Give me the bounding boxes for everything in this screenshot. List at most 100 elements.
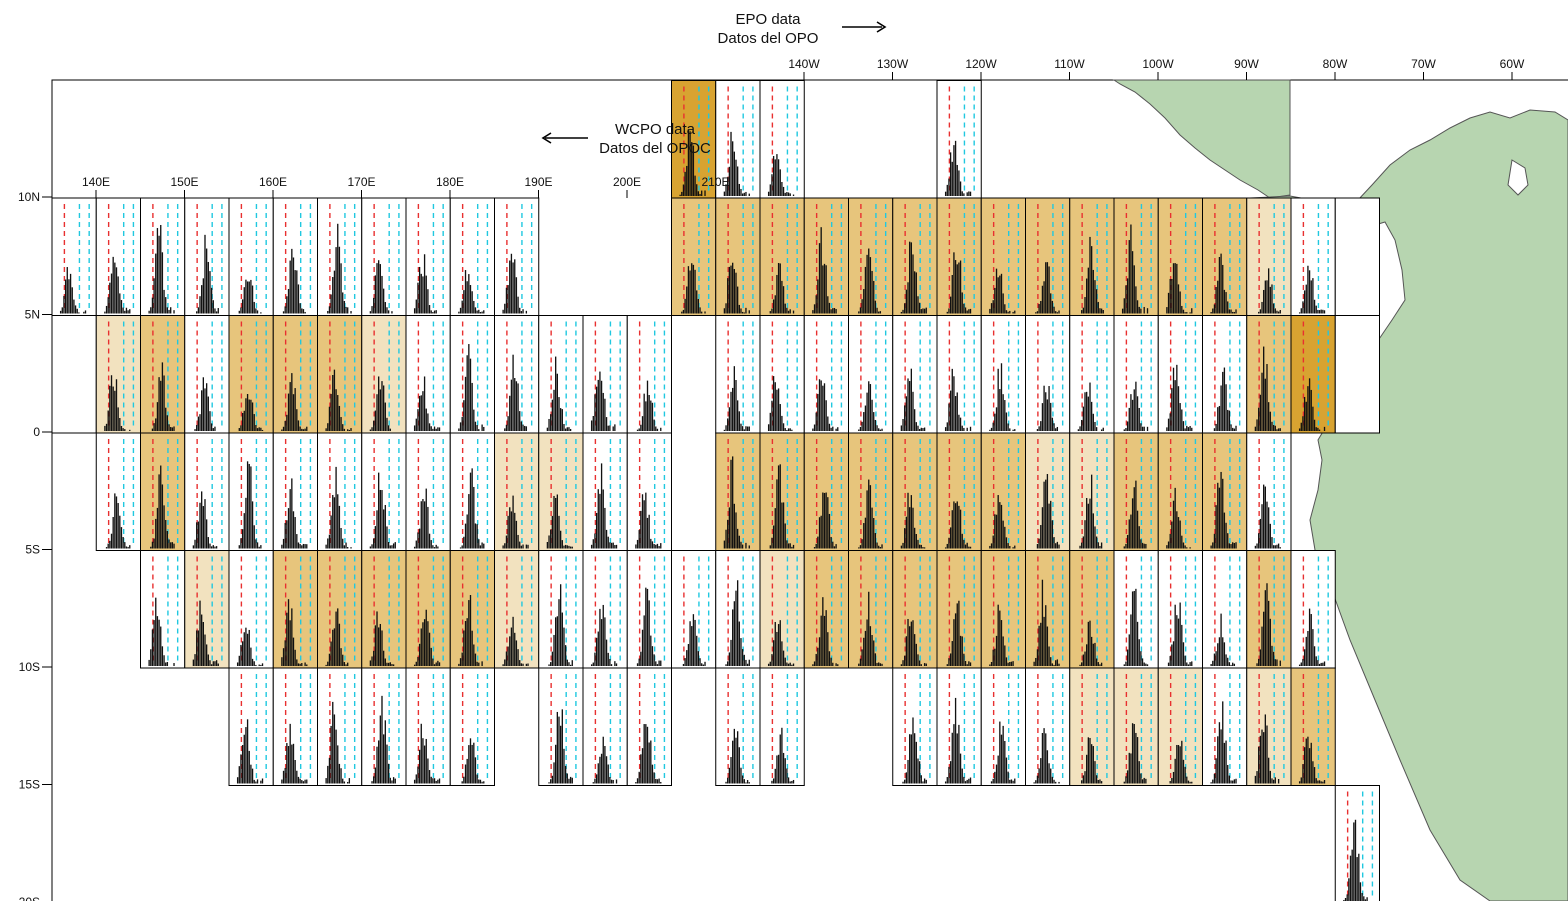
histogram-bar xyxy=(858,547,860,549)
histogram-bar xyxy=(151,428,154,431)
histogram-bar xyxy=(122,307,124,314)
histogram-cell xyxy=(848,315,894,434)
histogram-bar xyxy=(1179,746,1181,784)
histogram-bar xyxy=(129,309,131,314)
histogram-bar xyxy=(428,423,431,431)
histogram-bar xyxy=(478,539,480,549)
histogram-bar xyxy=(738,747,740,784)
histogram-bar xyxy=(1058,310,1060,314)
histogram-bar xyxy=(253,301,255,314)
histogram-bar xyxy=(471,291,473,314)
histogram-bar xyxy=(284,640,286,666)
histogram-bar xyxy=(963,776,965,784)
histogram-cell xyxy=(1069,432,1115,551)
histogram-bar xyxy=(166,415,169,431)
histogram-bar xyxy=(597,631,599,666)
histogram-bar xyxy=(1358,853,1360,901)
histogram-bar xyxy=(517,383,519,431)
histogram-bar xyxy=(786,192,788,196)
histogram-bar xyxy=(1143,777,1145,784)
histogram-bar xyxy=(1002,725,1004,784)
histogram-bar xyxy=(1012,547,1014,549)
histogram-bar xyxy=(922,308,924,314)
histogram-bar xyxy=(463,400,465,431)
histogram-bar xyxy=(743,429,745,431)
histogram-bar xyxy=(784,428,786,431)
histogram-bar xyxy=(686,165,688,196)
histogram-bar xyxy=(650,538,652,549)
histogram-bar xyxy=(966,542,968,549)
histogram-bar xyxy=(1146,308,1149,314)
histogram-bar xyxy=(1126,278,1129,314)
histogram-bar xyxy=(345,306,347,314)
histogram-cell xyxy=(494,432,540,551)
histogram-bar xyxy=(1182,421,1185,431)
histogram-bar xyxy=(168,539,170,549)
histogram-bar xyxy=(1007,311,1009,314)
histogram-bar xyxy=(564,428,567,431)
histogram-bar xyxy=(1272,545,1275,549)
histogram-bar xyxy=(1258,407,1260,431)
histogram-bar xyxy=(1176,364,1178,431)
histogram-bar xyxy=(917,539,919,549)
histogram-bar xyxy=(948,308,950,314)
histogram-bar xyxy=(160,224,162,314)
histogram-cell xyxy=(1246,550,1292,669)
histogram-bar xyxy=(1279,660,1281,666)
histogram-cell xyxy=(140,315,186,434)
histogram-bar xyxy=(876,425,878,431)
histogram-bar xyxy=(1177,284,1180,314)
histogram-bar xyxy=(561,540,563,549)
histogram-bar xyxy=(561,612,563,666)
histogram-bar xyxy=(1045,733,1047,784)
histogram-bar xyxy=(1097,301,1099,314)
histogram-bar xyxy=(825,400,827,431)
histogram-bar xyxy=(1363,896,1365,901)
histogram-bar xyxy=(948,766,950,784)
histogram-bar xyxy=(1079,426,1081,431)
histogram-bar xyxy=(1179,520,1181,549)
histogram-bar xyxy=(509,636,511,666)
histogram-bar xyxy=(913,634,916,666)
histogram-bar xyxy=(342,424,344,431)
histogram-bar xyxy=(782,186,785,196)
histogram-bar xyxy=(1000,504,1003,549)
histogram-bar xyxy=(119,515,121,549)
histogram-bar xyxy=(83,311,85,314)
histogram-bar xyxy=(660,781,662,784)
histogram-bar xyxy=(546,427,549,431)
histogram-bar xyxy=(348,778,351,784)
histogram-bar xyxy=(301,308,303,314)
histogram-bar xyxy=(1300,422,1302,431)
histogram-bar xyxy=(999,502,1001,549)
histogram-cell xyxy=(980,432,1026,551)
histogram-bar xyxy=(723,191,726,196)
histogram-cell xyxy=(892,432,938,551)
histogram-bar xyxy=(115,496,118,549)
histogram-bar xyxy=(1100,781,1103,784)
histogram-bar xyxy=(597,489,599,549)
histogram-bar xyxy=(1095,775,1098,784)
histogram-bar xyxy=(124,542,126,549)
histogram-bar xyxy=(347,429,349,431)
histogram-bar xyxy=(730,757,732,784)
histogram-bar xyxy=(1177,618,1180,666)
histogram-bar xyxy=(863,289,865,314)
histogram-bar xyxy=(328,653,331,666)
histogram-bar xyxy=(837,664,839,666)
histogram-bar xyxy=(212,300,214,314)
histogram-bar xyxy=(168,424,170,431)
histogram-bar xyxy=(746,426,749,431)
histogram-bar xyxy=(912,391,914,431)
histogram-cell xyxy=(361,197,407,316)
histogram-bar xyxy=(1009,661,1011,666)
histogram-bar xyxy=(469,595,472,666)
histogram-bar xyxy=(509,260,511,314)
histogram-bar xyxy=(944,191,947,196)
wcpo-label-line2: Datos del OPOC xyxy=(599,140,711,157)
histogram-bar xyxy=(1235,425,1237,431)
histogram-bar xyxy=(597,379,599,431)
histogram-bar xyxy=(691,263,693,314)
histogram-bar xyxy=(430,426,432,431)
histogram-bar xyxy=(767,424,770,431)
